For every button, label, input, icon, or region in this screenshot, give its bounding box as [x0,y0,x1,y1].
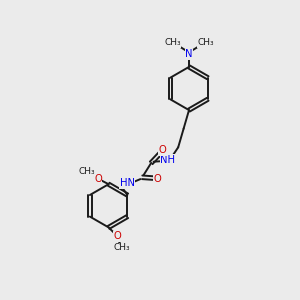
Text: O: O [94,174,102,184]
Text: N: N [185,49,193,59]
Text: NH: NH [160,155,175,165]
Text: CH₃: CH₃ [113,243,130,252]
Text: HN: HN [120,178,135,188]
Text: O: O [159,145,167,155]
Text: O: O [113,231,121,242]
Text: O: O [154,174,162,184]
Text: CH₃: CH₃ [164,38,181,47]
Text: CH₃: CH₃ [197,38,214,47]
Text: CH₃: CH₃ [78,167,95,176]
